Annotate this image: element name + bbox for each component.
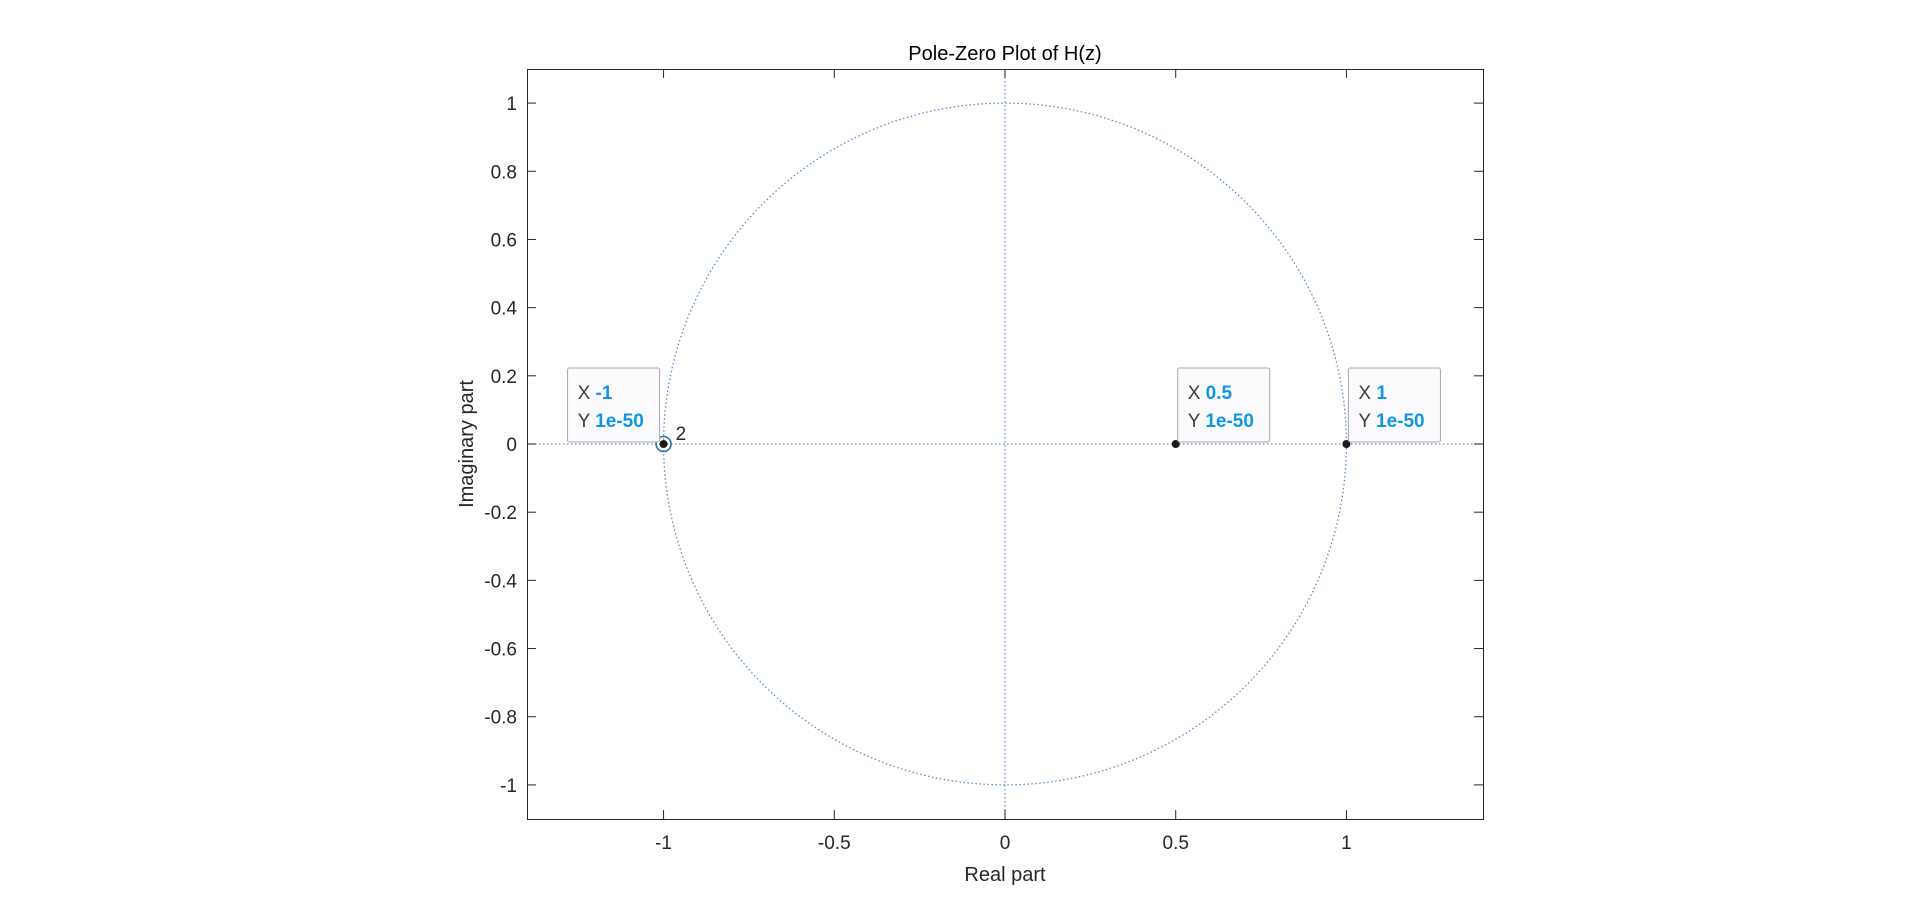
y-tick-label: -0.2 xyxy=(484,503,517,524)
x-tick-label: -1 xyxy=(655,833,672,854)
datatip-x-row: X 0.5 xyxy=(1188,383,1233,404)
pole-zero-markers[interactable]: 2 xyxy=(655,424,1351,453)
datatip-y-row: Y 1e-50 xyxy=(578,411,644,432)
datatip[interactable]: X 0.5Y 1e-50 xyxy=(1177,367,1271,443)
y-tick-label: -0.6 xyxy=(484,640,517,661)
y-axis-label: Imaginary part xyxy=(456,380,478,508)
y-tick-label: -1 xyxy=(500,776,517,797)
datatip-x-key: X xyxy=(1358,383,1376,404)
datatip[interactable]: X -1Y 1e-50 xyxy=(567,367,661,443)
y-tick-label: -0.8 xyxy=(484,708,517,729)
pole-marker[interactable] xyxy=(1342,440,1351,448)
datatip-box xyxy=(1347,367,1441,443)
chart-title: Pole-Zero Plot of H(z) xyxy=(908,43,1101,65)
datatip-y-row: Y 1e-50 xyxy=(1358,411,1424,432)
y-tick-label: -0.4 xyxy=(484,571,517,592)
x-tick-label: -0.5 xyxy=(818,833,851,854)
datatip-x-value: 1 xyxy=(1376,383,1387,404)
datatip-x-row: X 1 xyxy=(1358,383,1387,404)
x-tick-label: 0 xyxy=(1000,833,1011,854)
reference-lines xyxy=(527,69,1483,819)
datatip[interactable]: X 1Y 1e-50 xyxy=(1347,367,1441,443)
datatip-y-key: Y xyxy=(578,411,596,432)
datatip-x-value: -1 xyxy=(596,383,613,404)
datatip-y-value: 1e-50 xyxy=(595,411,644,432)
datatip-x-value: 0.5 xyxy=(1206,383,1233,404)
x-axis-label: Real part xyxy=(964,864,1046,886)
x-tick-label: 0.5 xyxy=(1163,833,1189,854)
y-tick-label: 0.4 xyxy=(491,299,518,320)
x-tick-label: 1 xyxy=(1341,833,1352,854)
datatip-y-key: Y xyxy=(1188,411,1206,432)
datatip-y-row: Y 1e-50 xyxy=(1188,411,1254,432)
pole-marker[interactable] xyxy=(1171,440,1180,448)
datatip-y-key: Y xyxy=(1358,411,1376,432)
datatip-y-value: 1e-50 xyxy=(1376,411,1425,432)
multiplicity-label: 2 xyxy=(676,424,687,445)
datatip-y-value: 1e-50 xyxy=(1205,411,1254,432)
datatip-box xyxy=(567,367,661,443)
datatips[interactable]: X -1Y 1e-50X 0.5Y 1e-50X 1Y 1e-50 xyxy=(567,367,1441,443)
zero-marker[interactable] xyxy=(655,435,672,453)
datatip-x-key: X xyxy=(1188,383,1206,404)
datatip-x-key: X xyxy=(578,383,596,404)
y-tick-label: 0.8 xyxy=(491,162,517,183)
datatip-box xyxy=(1177,367,1271,443)
zero-datatip-dot[interactable] xyxy=(659,440,668,448)
y-tick-label: 0 xyxy=(506,435,517,456)
datatip-x-row: X -1 xyxy=(578,383,613,404)
y-tick-label: 1 xyxy=(506,94,517,115)
y-tick-label: 0.6 xyxy=(491,230,517,251)
axis-ticks: -1 -0.5 0 0.5 1 -1 -0.8 -0.6 -0.4 -0.2 0 0.2 0.4 0.6 0… xyxy=(484,69,1483,854)
y-tick-label: 0.2 xyxy=(491,367,517,388)
